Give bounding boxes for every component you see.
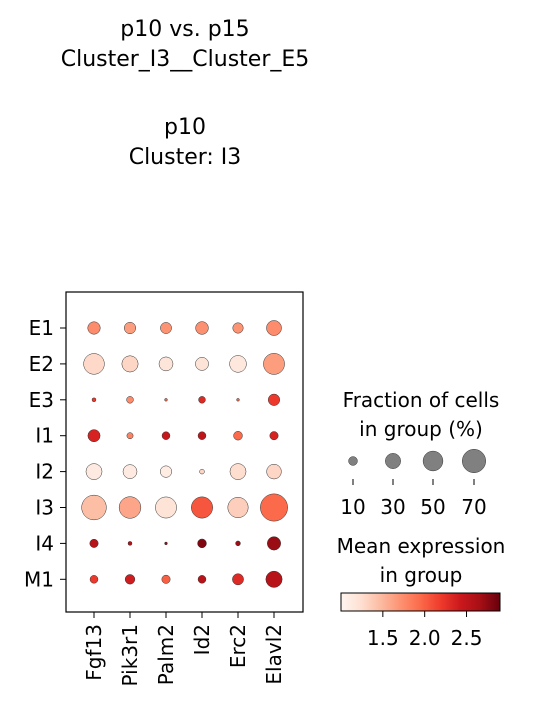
dot-E3-Palm2 (164, 398, 168, 402)
colorbar-ticks: 1.5 2.0 2.5 (367, 611, 482, 650)
dot-E1-Erc2 (232, 322, 244, 334)
y-tick-label-I2: I2 (35, 460, 54, 484)
dot-E3-Erc2 (236, 398, 240, 402)
x-tick-label-Elavl2: Elavl2 (262, 624, 286, 685)
dot-I3-Elavl2 (260, 493, 288, 522)
dot-I4-Fgf13 (89, 538, 99, 548)
title-line-1: p10 vs. p15 (120, 17, 249, 42)
x-tick-label-Pik3r1: Pik3r1 (118, 624, 142, 686)
x-tick-label-Id2: Id2 (190, 624, 214, 655)
y-tick-label-E1: E1 (29, 316, 54, 340)
dot-M1-Erc2 (232, 573, 244, 586)
dot-I3-Palm2 (155, 496, 177, 519)
colorbar (340, 592, 501, 612)
dot-E1-Pik3r1 (123, 321, 137, 335)
colorbar-tick-label-2.0: 2.0 (409, 626, 441, 650)
dot-I1-Palm2 (161, 431, 171, 440)
size-legend-dot-10 (348, 456, 358, 466)
dot-E2-Id2 (195, 357, 209, 371)
y-tick-label-E2: E2 (29, 352, 54, 376)
title-line-5: Cluster: I3 (129, 145, 242, 170)
title-line-2: Cluster_I3__Cluster_E5 (61, 47, 310, 72)
dot-E2-Fgf13 (83, 353, 105, 375)
dot-E2-Elavl2 (263, 353, 285, 375)
size-legend-dot-50 (422, 450, 444, 472)
size-legend-items: 10 30 50 70 (340, 449, 487, 519)
y-tick-label-I1: I1 (35, 424, 54, 448)
title-line-4: p10 (164, 115, 206, 140)
dot-layer (81, 320, 288, 588)
dot-E1-Palm2 (160, 322, 172, 334)
dot-I3-Fgf13 (81, 494, 107, 521)
size-legend-label-70: 70 (461, 495, 486, 519)
x-tick-label-Fgf13: Fgf13 (82, 624, 106, 681)
y-axis: E1 E2 E3 I1 I2 I3 I4 M1 (24, 316, 66, 591)
size-legend: Fraction of cells in group (%) 10 30 50 70 (340, 388, 499, 519)
dot-I2-Elavl2 (266, 463, 282, 480)
dot-E2-Pik3r1 (121, 355, 139, 373)
dot-E1-Fgf13 (87, 321, 101, 335)
size-legend-label-30: 30 (380, 495, 405, 519)
size-legend-title-line-1: Fraction of cells (343, 388, 500, 412)
dot-E1-Elavl2 (266, 320, 282, 336)
dot-M1-Elavl2 (265, 570, 283, 588)
dot-I2-Palm2 (159, 465, 173, 478)
color-legend: Mean expression in group 1.5 2.0 2.5 (337, 534, 506, 650)
dot-M1-Palm2 (161, 574, 171, 584)
dot-I4-Palm2 (164, 541, 168, 546)
dot-I1-Erc2 (233, 431, 243, 441)
dot-E1-Id2 (195, 321, 209, 335)
color-legend-title-line-1: Mean expression (337, 534, 506, 558)
dot-I1-Fgf13 (87, 429, 101, 443)
plot-frame (65, 291, 304, 613)
dot-I1-Elavl2 (269, 431, 279, 441)
dot-E3-Pik3r1 (126, 396, 134, 404)
figure-title: p10 vs. p15 Cluster_I3__Cluster_E5 p10 C… (61, 17, 310, 170)
y-tick-label-I4: I4 (35, 531, 54, 555)
y-tick-label-I3: I3 (35, 496, 54, 520)
dot-M1-Fgf13 (89, 575, 99, 584)
size-legend-label-10: 10 (340, 495, 365, 519)
dot-M1-Pik3r1 (124, 574, 136, 585)
size-legend-dot-70 (462, 449, 486, 473)
dot-I2-Erc2 (229, 463, 247, 480)
dot-I4-Pik3r1 (127, 541, 133, 546)
dot-I2-Pik3r1 (122, 464, 138, 479)
dot-I3-Erc2 (227, 497, 249, 518)
dot-E3-Id2 (198, 396, 206, 404)
colorbar-tick-label-1.5: 1.5 (367, 626, 399, 650)
dot-I3-Pik3r1 (118, 496, 142, 519)
x-tick-label-Palm2: Palm2 (154, 624, 178, 685)
x-tick-label-Erc2: Erc2 (226, 624, 250, 668)
dot-E2-Erc2 (229, 355, 247, 373)
dot-E3-Elavl2 (267, 393, 281, 406)
colorbar-tick-label-2.5: 2.5 (451, 626, 483, 650)
y-tick-label-E3: E3 (29, 388, 54, 412)
size-legend-dot-30 (385, 453, 401, 469)
dot-I2-Fgf13 (85, 463, 103, 480)
y-tick-label-M1: M1 (24, 567, 54, 591)
dot-I4-Erc2 (235, 540, 241, 547)
size-legend-label-50: 50 (420, 495, 445, 519)
dot-E3-Fgf13 (91, 397, 97, 403)
dot-I3-Id2 (191, 496, 213, 519)
dot-I4-Id2 (197, 538, 207, 549)
dot-I1-Pik3r1 (126, 432, 134, 440)
dot-I4-Elavl2 (267, 536, 281, 551)
dot-E2-Palm2 (158, 356, 174, 372)
dot-I2-Id2 (199, 468, 205, 475)
x-axis: Fgf13 Pik3r1 Palm2 Id2 Erc2 Elavl2 (82, 612, 286, 686)
dot-M1-Id2 (197, 575, 207, 584)
size-legend-title-line-2: in group (%) (359, 417, 483, 441)
color-legend-title-line-2: in group (380, 563, 463, 587)
dot-I1-Id2 (197, 431, 207, 440)
